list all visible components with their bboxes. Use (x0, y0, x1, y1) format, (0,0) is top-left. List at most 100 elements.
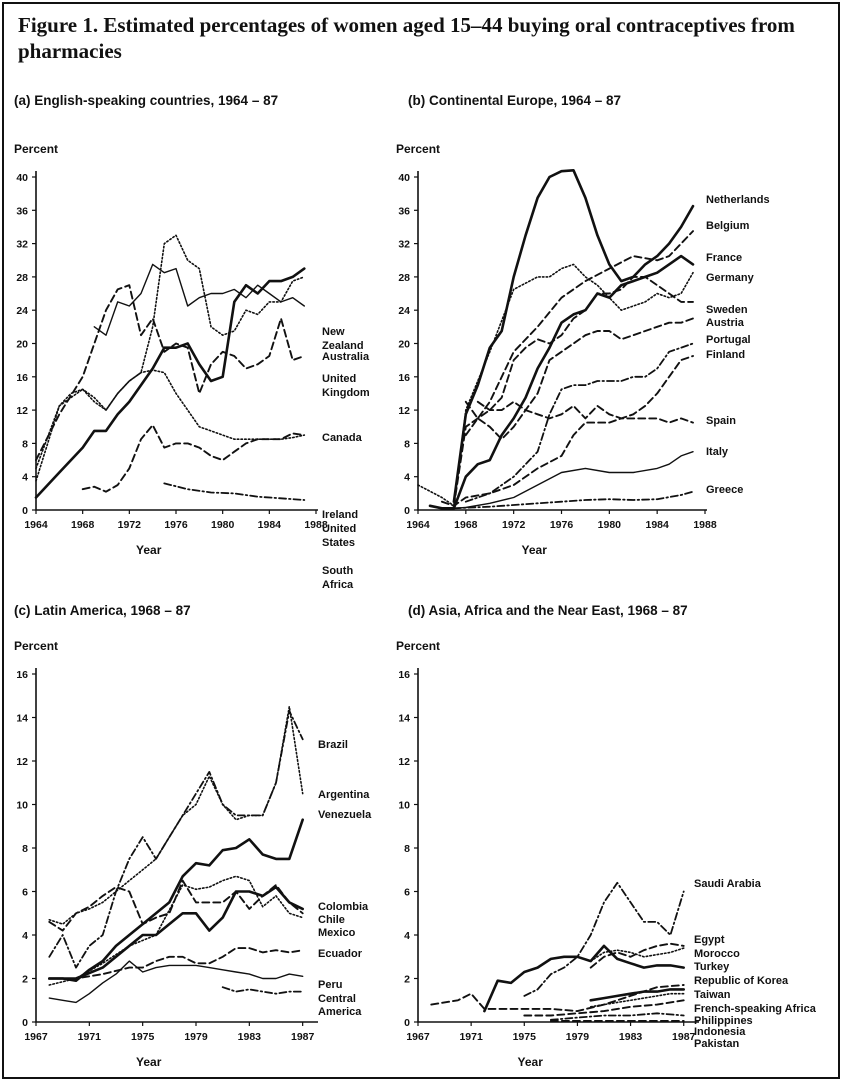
series-line-philippines (523, 999, 685, 1017)
x-tick-label: 1968 (71, 519, 95, 531)
y-tick-label: 20 (16, 339, 28, 351)
x-tick-label: 1967 (24, 1031, 48, 1043)
x-tick-label: 1987 (672, 1031, 696, 1043)
series-label-italy: Italy (706, 446, 729, 458)
series-label-republic-of-korea: Republic of Korea (694, 975, 789, 987)
series-label-austria: Austria (706, 317, 745, 329)
panel-b-title: (b) Continental Europe, 1964 – 87 (408, 93, 621, 108)
panel-english-speaking: (a) English-speaking countries, 1964 – 8… (0, 85, 400, 591)
series-label-brazil: Brazil (318, 739, 348, 751)
series-line-spain (476, 400, 694, 424)
series-label-sweden: Sweden (706, 304, 748, 316)
y-tick-label: 8 (404, 843, 410, 855)
y-tick-label: 20 (398, 339, 410, 351)
series-label-central: Central (318, 993, 356, 1005)
y-tick-label: 10 (16, 800, 28, 812)
x-tick-label: 1979 (566, 1031, 590, 1043)
series-label-philippines: Philippines (694, 1015, 753, 1027)
y-tick-label: 0 (22, 505, 28, 517)
x-tick-label: 1971 (459, 1031, 483, 1043)
y-tick-label: 8 (22, 843, 28, 855)
series-label-canada: Canada (322, 432, 363, 444)
y-axis-label: Percent (14, 142, 58, 156)
x-tick-label: 1968 (454, 519, 478, 531)
y-tick-label: 2 (22, 974, 28, 986)
y-tick-label: 32 (398, 239, 410, 251)
x-tick-label: 1980 (598, 519, 622, 531)
chart-a-svg: (a) English-speaking countries, 1964 – 8… (14, 93, 370, 591)
series-label-saudi-arabia: Saudi Arabia (694, 878, 762, 890)
series-line-taiwan (589, 988, 685, 1002)
series-line-peru (48, 960, 304, 1004)
x-tick-label: 1976 (550, 519, 574, 531)
series-label-ecuador: Ecuador (318, 948, 363, 960)
series-label-portugal: Portugal (706, 334, 751, 346)
series-line-south-africa (163, 482, 306, 501)
y-tick-label: 4 (22, 472, 28, 484)
x-tick-label: 1988 (693, 519, 717, 531)
series-line-chile (48, 879, 304, 932)
panel-c-title: (c) Latin America, 1968 – 87 (14, 603, 191, 618)
y-tick-label: 8 (22, 438, 28, 450)
series-label-argentina: Argentina (318, 789, 370, 801)
panel-d-title: (d) Asia, Africa and the Near East, 1968… (408, 603, 688, 618)
y-tick-label: 12 (398, 405, 410, 417)
chart-b-svg: (b) Continental Europe, 1964 – 87 Percent… (396, 93, 770, 557)
x-tick-label: 1983 (619, 1031, 643, 1043)
series-line-belgium (464, 230, 694, 437)
series-label-new: New (322, 326, 345, 338)
chart-d-svg: (d) Asia, Africa and the Near East, 1968… (396, 603, 817, 1069)
y-tick-label: 0 (404, 505, 410, 517)
x-tick-label: 1967 (406, 1031, 430, 1043)
y-tick-label: 16 (16, 372, 28, 384)
x-tick-label: 1983 (238, 1031, 262, 1043)
series-label-venezuela: Venezuela (318, 809, 372, 821)
series-label-australia: Australia (322, 351, 370, 363)
panel-continental-europe: (b) Continental Europe, 1964 – 87 Percent… (396, 85, 846, 565)
y-tick-label: 40 (16, 172, 28, 184)
series-line-sweden (452, 275, 694, 507)
series-line-germany (417, 263, 694, 507)
x-tick-label: 1972 (502, 519, 526, 531)
series-label-egypt: Egypt (694, 934, 725, 946)
panel-latin-america: (c) Latin America, 1968 – 87 Percent 0 2 4 6 8… (0, 595, 400, 1075)
chart-c-svg: (c) Latin America, 1968 – 87 Percent 0 2 4 6 8… (14, 603, 372, 1069)
y-tick-label: 24 (16, 305, 28, 317)
x-tick-label: 1964 (24, 519, 48, 531)
series-label-america: America (318, 1006, 362, 1018)
y-tick-label: 6 (404, 887, 410, 899)
y-tick-label: 4 (22, 930, 28, 942)
series-label-united: United (322, 373, 356, 385)
x-tick-label: 1984 (645, 519, 669, 531)
y-axis-label: Percent (14, 639, 58, 653)
x-axis-label: Year (136, 543, 162, 557)
series-line-france (428, 254, 695, 510)
series-label-united: United (322, 523, 356, 535)
series-label-states: States (322, 537, 355, 549)
y-tick-label: 28 (398, 272, 410, 284)
y-tick-label: 12 (16, 756, 28, 768)
x-axis-label: Year (518, 1055, 544, 1069)
series-label-south: South (322, 565, 353, 577)
y-tick-label: 0 (22, 1017, 28, 1029)
x-tick-label: 1971 (78, 1031, 102, 1043)
x-axis-label: Year (522, 543, 548, 557)
series-line-brazil (48, 710, 304, 969)
panel-asia-africa: (d) Asia, Africa and the Near East, 1968… (396, 595, 846, 1075)
y-axis-label: Percent (396, 142, 440, 156)
series-label-netherlands: Netherlands (706, 194, 770, 206)
series-label-french-speaking-africa: French-speaking Africa (694, 1003, 817, 1015)
y-tick-label: 24 (398, 305, 410, 317)
series-line-finland (440, 355, 694, 507)
series-label-germany: Germany (706, 272, 755, 284)
series-line-italy (453, 451, 694, 509)
y-tick-label: 36 (16, 205, 28, 217)
series-line-united-kingdom (93, 263, 305, 336)
axes-lines (417, 668, 699, 1023)
series-line-united-states (81, 424, 306, 493)
y-axis-label: Percent (396, 639, 440, 653)
series-line-republic-of-korea (430, 984, 685, 1013)
series-label-morocco: Morocco (694, 948, 740, 960)
series-line-portugal (464, 342, 694, 503)
y-tick-label: 28 (16, 272, 28, 284)
